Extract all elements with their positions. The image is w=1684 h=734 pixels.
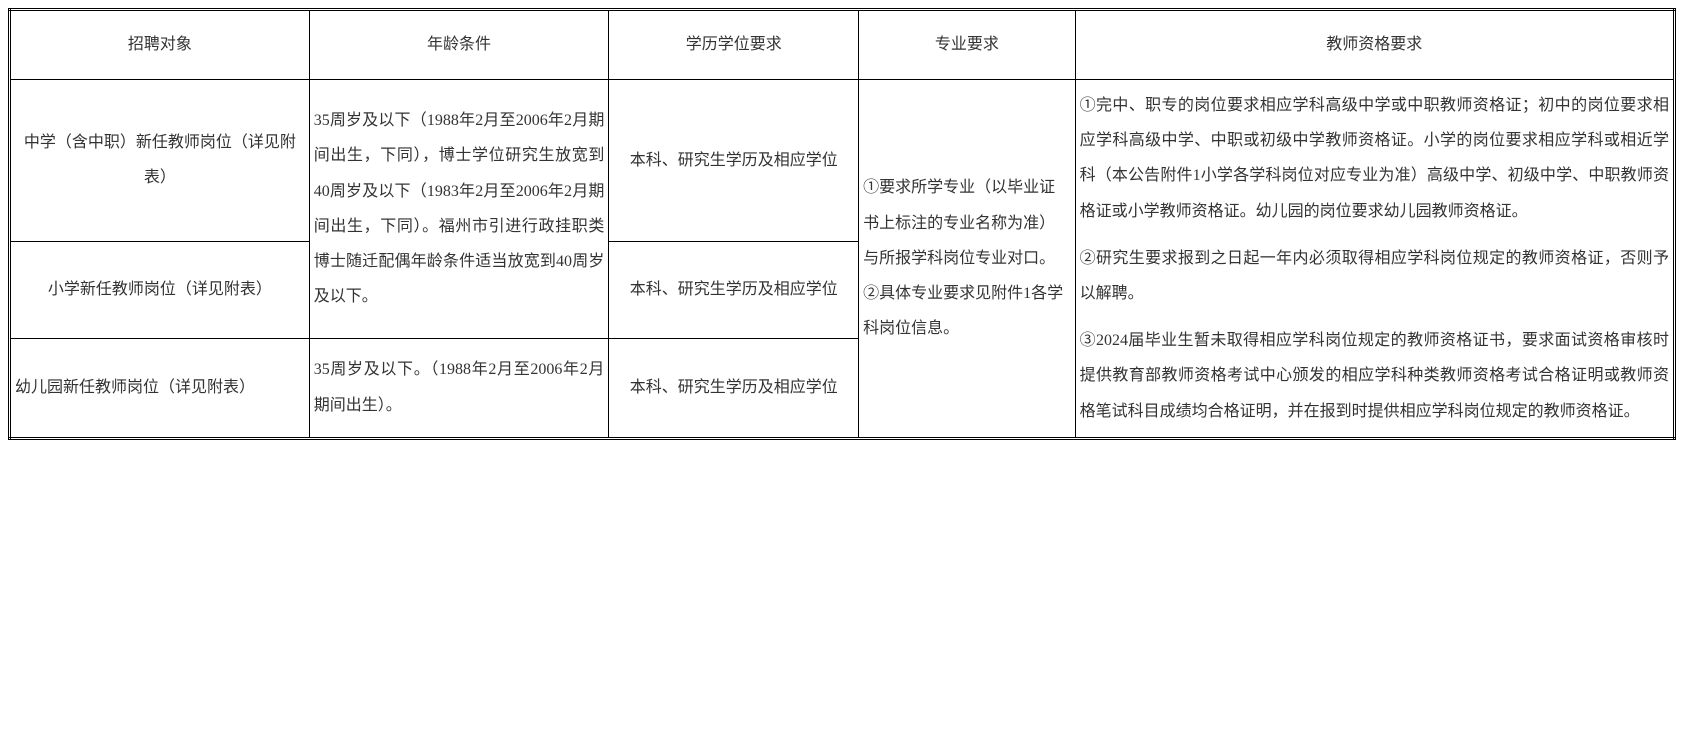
cell-target-primary-school: 小学新任教师岗位（详见附表） (10, 241, 310, 338)
table-header-row: 招聘对象 年龄条件 学历学位要求 专业要求 教师资格要求 (10, 10, 1675, 80)
cell-education-kindergarten: 本科、研究生学历及相应学位 (609, 338, 859, 438)
qualification-paragraph-2: ②研究生要求报到之日起一年内必须取得相应学科岗位规定的教师资格证，否则予以解聘。 (1080, 241, 1669, 311)
column-header-age: 年龄条件 (309, 10, 609, 80)
cell-target-middle-school: 中学（含中职）新任教师岗位（详见附表） (10, 80, 310, 242)
requirements-table: 招聘对象 年龄条件 学历学位要求 专业要求 教师资格要求 中学（含中职）新任教师… (8, 8, 1676, 440)
cell-age-kindergarten: 35周岁及以下。（1988年2月至2006年2月期间出生）。 (309, 338, 609, 438)
cell-education-primary-school: 本科、研究生学历及相应学位 (609, 241, 859, 338)
column-header-education: 学历学位要求 (609, 10, 859, 80)
table-row: 中学（含中职）新任教师岗位（详见附表） 35周岁及以下（1988年2月至2006… (10, 80, 1675, 242)
cell-qualification-merged: ①完中、职专的岗位要求相应学科高级中学或中职教师资格证；初中的岗位要求相应学科高… (1075, 80, 1674, 439)
cell-age-merged: 35周岁及以下（1988年2月至2006年2月期间出生，下同），博士学位研究生放… (309, 80, 609, 339)
cell-major-merged: ①要求所学专业（以毕业证书上标注的专业名称为准）与所报学科岗位专业对口。②具体专… (859, 80, 1075, 439)
column-header-target: 招聘对象 (10, 10, 310, 80)
qualification-paragraph-3: ③2024届毕业生暂未取得相应学科岗位规定的教师资格证书，要求面试资格审核时提供… (1080, 323, 1669, 429)
qualification-paragraph-1: ①完中、职专的岗位要求相应学科高级中学或中职教师资格证；初中的岗位要求相应学科高… (1080, 88, 1669, 229)
column-header-qualification: 教师资格要求 (1075, 10, 1674, 80)
column-header-major: 专业要求 (859, 10, 1075, 80)
cell-target-kindergarten: 幼儿园新任教师岗位（详见附表） (10, 338, 310, 438)
cell-education-middle-school: 本科、研究生学历及相应学位 (609, 80, 859, 242)
requirements-table-container: 招聘对象 年龄条件 学历学位要求 专业要求 教师资格要求 中学（含中职）新任教师… (8, 8, 1676, 440)
